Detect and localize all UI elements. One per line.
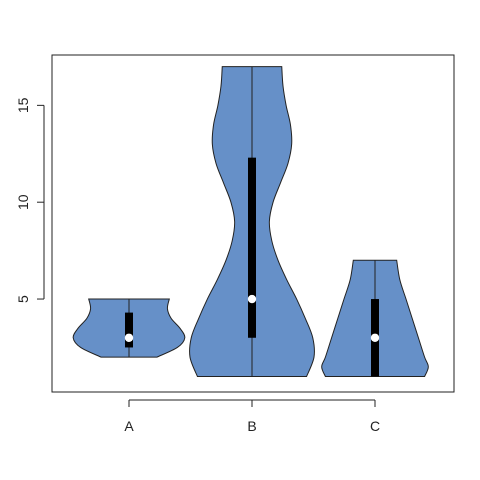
violin-a bbox=[72, 298, 186, 358]
iqr-box-a bbox=[125, 312, 133, 348]
iqr-box-b bbox=[248, 157, 256, 338]
y-tick-label: 5 bbox=[15, 295, 31, 303]
median-point-b bbox=[247, 294, 257, 304]
median-point-a bbox=[124, 333, 134, 342]
median-point-c bbox=[370, 333, 380, 342]
plot-frame bbox=[51, 54, 455, 393]
x-tick-label: A bbox=[124, 418, 134, 434]
y-axis: 5 10 15 bbox=[15, 97, 45, 303]
violins-layer bbox=[72, 66, 429, 378]
x-tick-label: C bbox=[370, 418, 380, 434]
x-axis: A B C bbox=[124, 399, 380, 434]
x-tick-label: B bbox=[247, 418, 256, 434]
y-tick-label: 15 bbox=[15, 97, 31, 113]
y-tick-label: 10 bbox=[15, 194, 31, 210]
violin-b bbox=[189, 66, 315, 378]
violin-c bbox=[321, 259, 429, 378]
